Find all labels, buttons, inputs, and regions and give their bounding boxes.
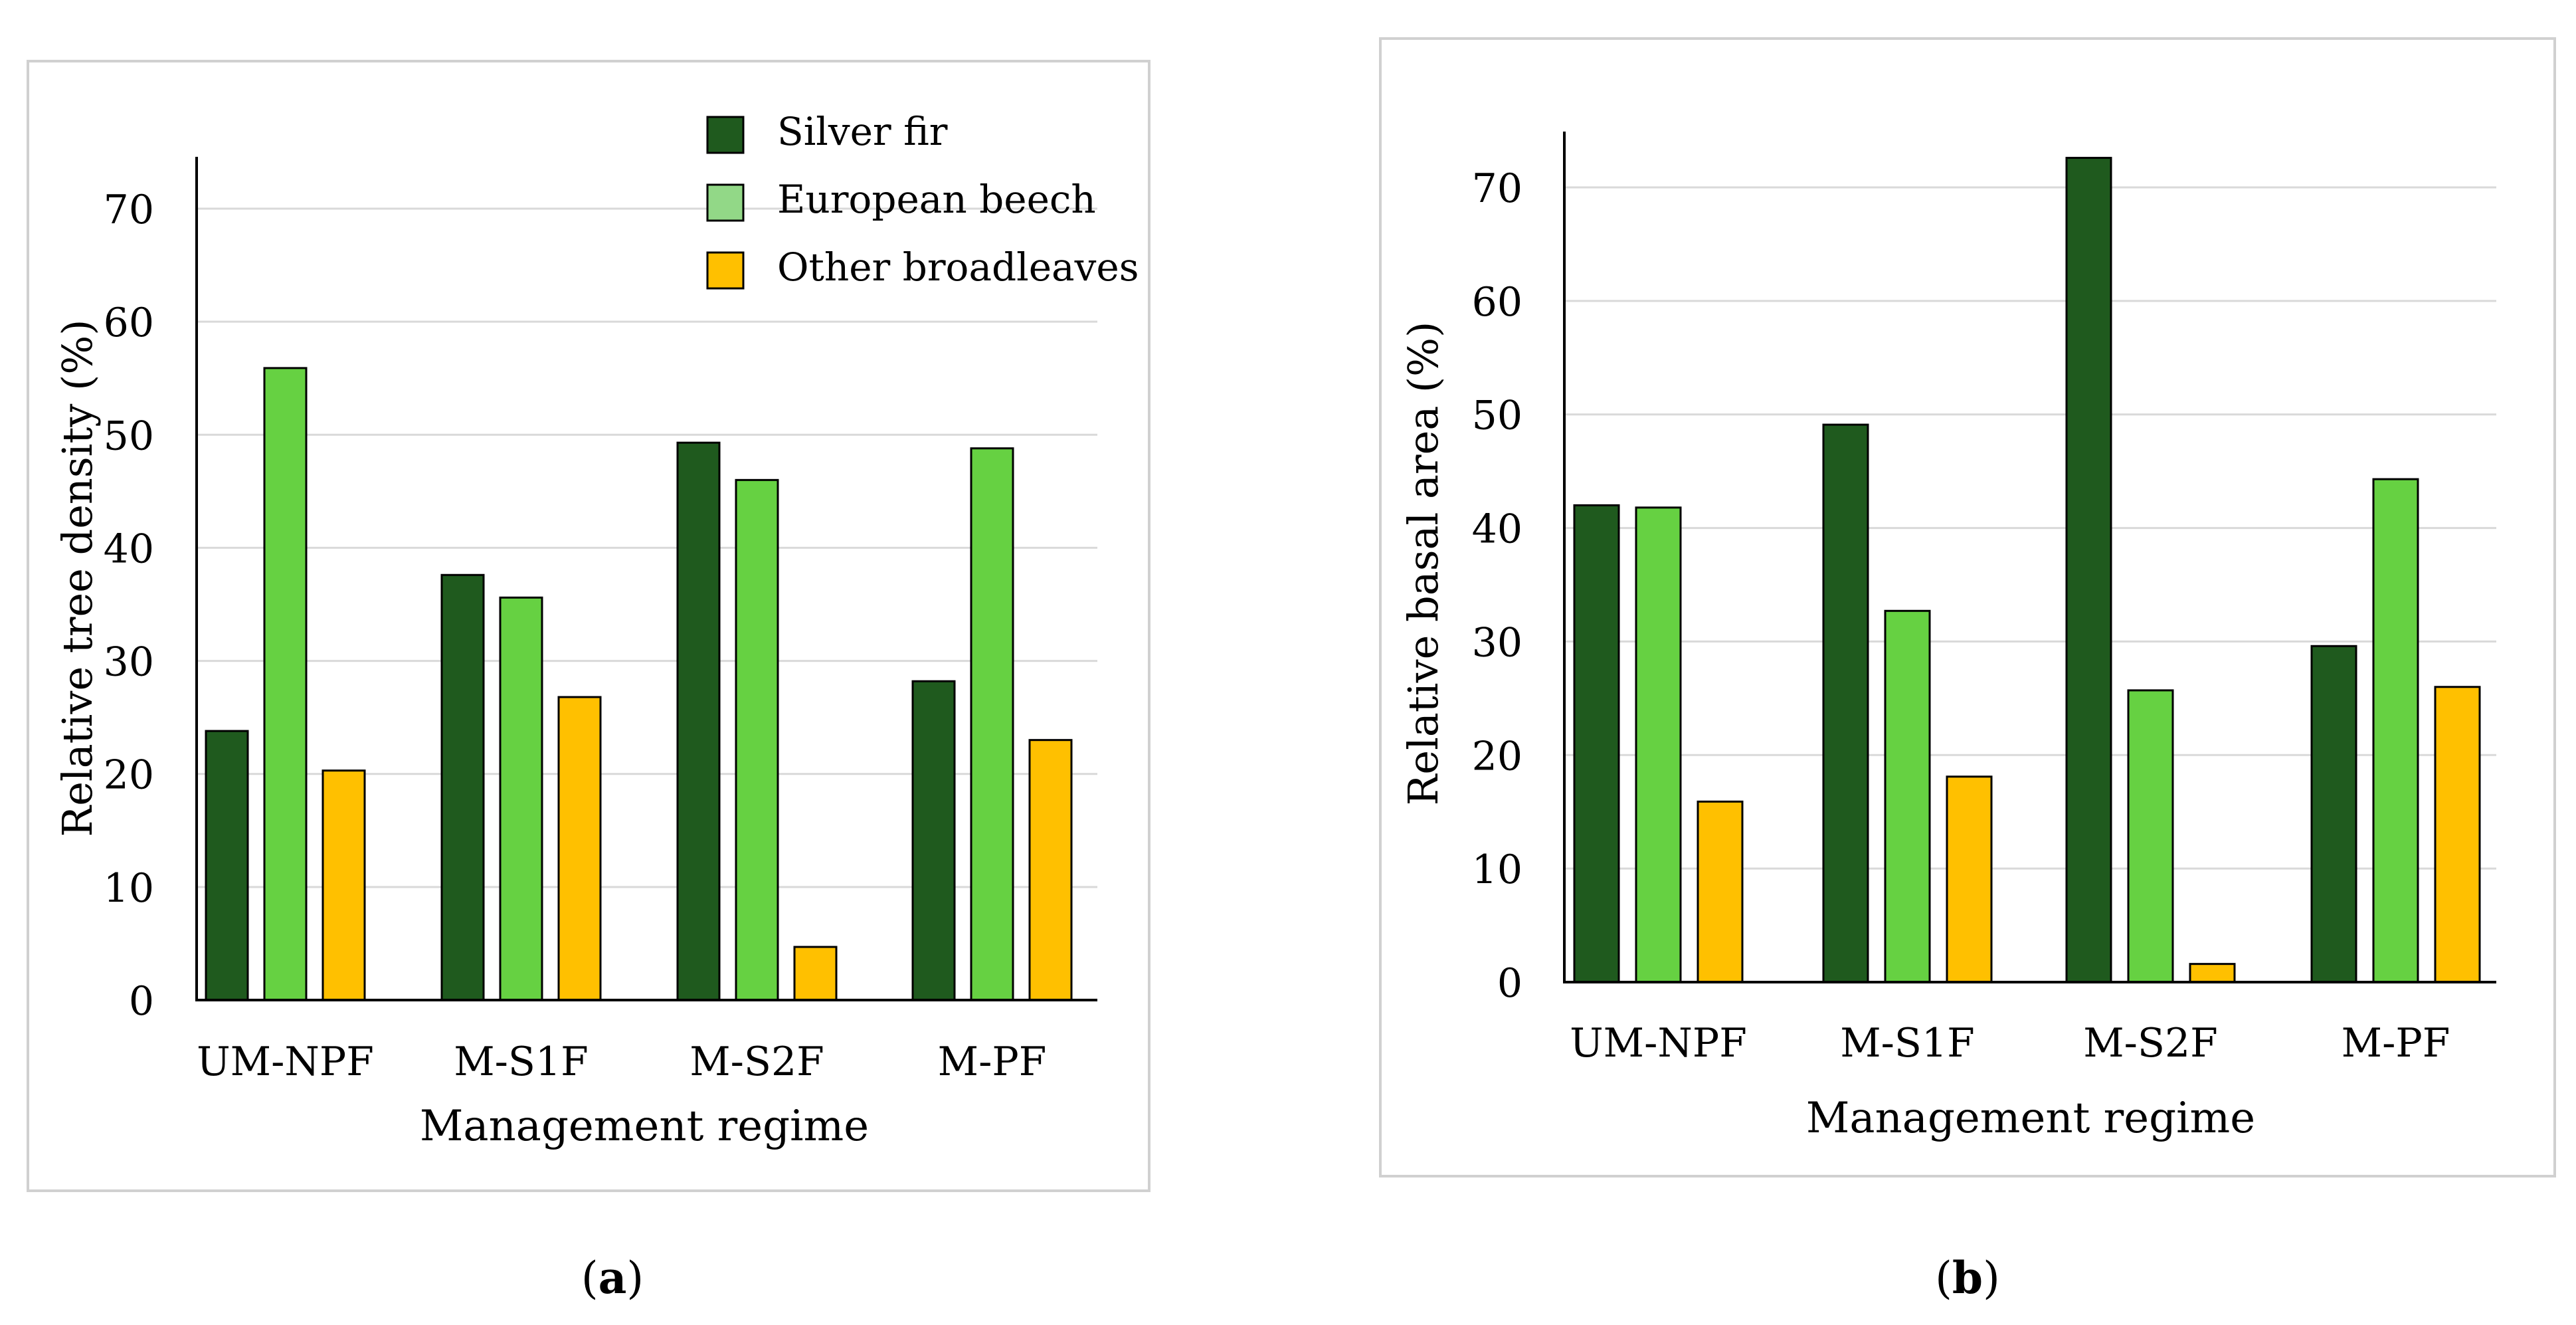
y-tick-label: 10: [1472, 847, 1522, 893]
bar-other-broadleaves-um-npf: [322, 769, 366, 1001]
bar-other-broadleaves-m-s2f: [793, 946, 838, 1001]
legend-item-european-beech: European beech: [706, 177, 1096, 222]
panel-label-a-letter: a: [598, 1252, 627, 1304]
y-tick-label: 70: [1472, 165, 1522, 212]
x-tick-label-m-s1f: M-S1F: [454, 1039, 589, 1085]
y-tick-label: 0: [129, 978, 154, 1025]
legend-label-silver-fir: Silver fir: [777, 109, 948, 154]
x-tick-label-m-pf: M-PF: [2342, 1020, 2450, 1067]
bar-european-beech-m-s1f: [1884, 609, 1931, 983]
legend-swatch-silver-fir: [706, 116, 745, 154]
panel-label-b: (b): [1935, 1252, 2000, 1304]
panel-b-border: [1379, 37, 2556, 1177]
y-axis-label: Relative basal area (%): [1399, 322, 1447, 806]
bar-other-broadleaves-m-s1f: [557, 696, 602, 1001]
bar-silver-fir-m-s2f: [676, 441, 721, 1001]
y-tick-label: 50: [104, 413, 154, 459]
bar-silver-fir-m-pf: [911, 680, 956, 1001]
bar-other-broadleaves-m-pf: [1028, 739, 1073, 1001]
bar-silver-fir-m-pf: [2310, 645, 2357, 983]
legend-label-european-beech: European beech: [777, 177, 1096, 222]
x-tick-label-m-s2f: M-S2F: [690, 1039, 824, 1085]
x-axis-label: Management regime: [420, 1102, 869, 1151]
y-axis-label: Relative tree density (%): [53, 320, 102, 837]
y-tick-label: 40: [1472, 506, 1522, 553]
bar-other-broadleaves-m-s1f: [1946, 775, 1993, 983]
bar-european-beech-m-s2f: [735, 478, 779, 1001]
bar-european-beech-m-s2f: [2127, 689, 2174, 983]
y-tick-label: 30: [104, 639, 154, 686]
bar-other-broadleaves-m-s2f: [2189, 963, 2236, 983]
bar-other-broadleaves-m-pf: [2434, 686, 2481, 983]
bar-other-broadleaves-um-npf: [1697, 800, 1744, 983]
bar-european-beech-m-s1f: [499, 596, 543, 1001]
bar-silver-fir-m-s1f: [440, 573, 485, 1001]
x-tick-label-m-s1f: M-S1F: [1840, 1020, 1975, 1067]
bar-silver-fir-m-s1f: [1822, 423, 1869, 983]
bar-silver-fir-um-npf: [1573, 504, 1620, 983]
legend: Silver fir European beech Other broadlea…: [706, 109, 1139, 290]
bar-silver-fir-m-s2f: [2065, 157, 2112, 983]
y-tick-label: 30: [1472, 619, 1522, 666]
legend-item-silver-fir: Silver fir: [706, 109, 948, 154]
x-tick-label-um-npf: UM-NPF: [197, 1039, 374, 1085]
y-tick-label: 20: [1472, 733, 1522, 779]
panel-label-b-letter: b: [1952, 1252, 1983, 1304]
y-tick-label: 10: [104, 865, 154, 912]
x-axis-label: Management regime: [1806, 1094, 2255, 1143]
legend-swatch-other-broadleaves: [706, 251, 745, 290]
y-tick-label: 40: [104, 526, 154, 572]
bar-european-beech-um-npf: [1635, 506, 1682, 983]
panel-a: 0 10 20 30 40 50 60 70 UM-NPF M-S1F M-S2F M-PF Rel…: [27, 60, 1150, 1304]
y-tick-label: 0: [1497, 960, 1522, 1007]
y-tick-label: 20: [104, 752, 154, 799]
y-tick-label: 60: [104, 300, 154, 346]
panel-label-a: (a): [581, 1252, 644, 1304]
y-tick-label: 60: [1472, 279, 1522, 326]
legend-item-other-broadleaves: Other broadleaves: [706, 245, 1139, 290]
x-tick-label-um-npf: UM-NPF: [1570, 1020, 1747, 1067]
panel-a-border: [27, 60, 1150, 1192]
bar-european-beech-m-pf: [970, 447, 1014, 1001]
bar-european-beech-m-pf: [2372, 478, 2419, 983]
legend-swatch-european-beech: [706, 183, 745, 222]
x-tick-label-m-pf: M-PF: [938, 1039, 1047, 1085]
panel-b: 0 10 20 30 40 50 60 70 UM-NPF M-S1F M-S2F M-PF Rel…: [1379, 37, 2556, 1304]
y-tick-label: 50: [1472, 393, 1522, 439]
x-tick-label-m-s2f: M-S2F: [2083, 1020, 2218, 1067]
bar-silver-fir-um-npf: [205, 730, 249, 1001]
bar-european-beech-um-npf: [263, 367, 308, 1001]
y-tick-label: 70: [104, 187, 154, 233]
legend-label-other-broadleaves: Other broadleaves: [777, 245, 1139, 290]
